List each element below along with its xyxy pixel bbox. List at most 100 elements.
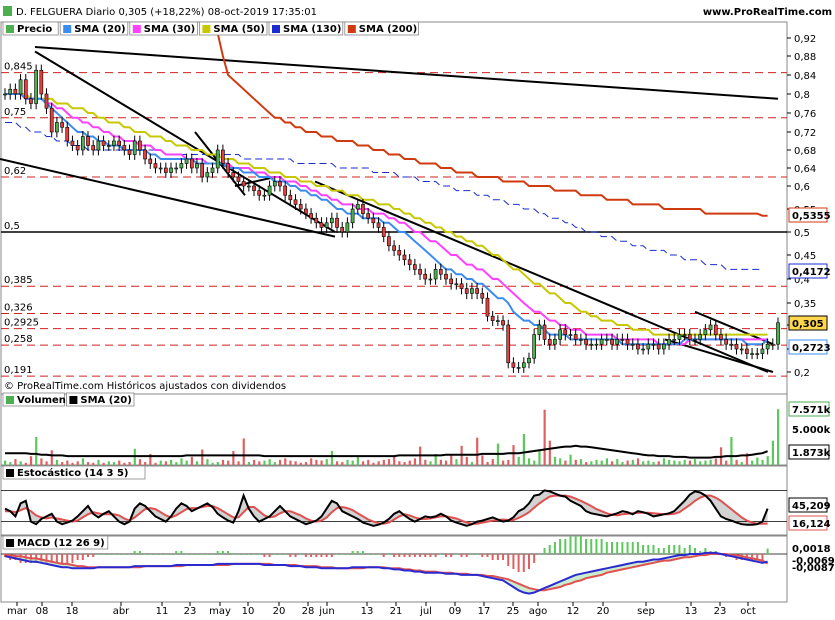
macd-histogram-bar	[579, 536, 582, 554]
volume-bar	[123, 462, 126, 465]
candle	[428, 278, 433, 281]
candle	[169, 167, 173, 173]
x-tick-label: 20	[597, 606, 610, 617]
x-tick-label: 08	[36, 606, 49, 617]
macd-histogram-bar	[149, 554, 152, 555]
candle	[776, 322, 780, 345]
candle	[729, 343, 734, 346]
candle	[23, 79, 28, 100]
volume-bar	[631, 459, 634, 465]
price-tick-label: 0,6	[794, 182, 810, 193]
macd-histogram-bar	[693, 548, 696, 554]
candle	[241, 181, 246, 187]
footer-note: © ProRealTime.com Históricos ajustados c…	[4, 380, 286, 392]
candle	[75, 145, 80, 151]
x-tick-label: 18	[66, 606, 79, 617]
candle	[770, 343, 775, 346]
macd-histogram-bar	[605, 542, 608, 554]
candle	[246, 185, 251, 188]
volume-bar	[668, 459, 671, 465]
macd-line	[4, 551, 768, 595]
macd-histogram-bar	[361, 551, 364, 554]
price-legend-swatch	[202, 25, 211, 33]
trend-line	[0, 158, 336, 238]
volume-bar	[735, 459, 738, 465]
volume-bar	[470, 462, 474, 465]
x-tick-label: abr	[113, 606, 130, 617]
x-tick-label: 23	[714, 606, 727, 617]
volume-bar	[40, 458, 43, 465]
volume-bar	[221, 459, 225, 465]
volume-bar	[725, 460, 728, 465]
volume-bar	[128, 462, 131, 465]
candle	[542, 324, 547, 340]
macd-histogram-bar	[87, 554, 90, 557]
candle	[532, 334, 537, 359]
macd-histogram-bar	[413, 554, 416, 557]
candle	[205, 172, 210, 178]
candle	[698, 334, 703, 340]
volume-bar	[527, 458, 531, 465]
volume-bar	[35, 436, 38, 465]
price-tick-label: 0,5	[794, 228, 810, 239]
site-label: www.ProRealTime.com	[703, 7, 832, 18]
candle	[60, 122, 64, 128]
candle	[221, 149, 225, 164]
macd-histogram-bar	[502, 554, 505, 560]
price-badge-box	[788, 263, 828, 279]
macd-histogram-bar	[211, 554, 214, 555]
macd-histogram-bar	[434, 554, 437, 557]
macd-histogram-bar	[621, 542, 624, 554]
candle	[708, 324, 713, 331]
macd-histogram-bar	[543, 548, 546, 554]
level-label: 0,385	[4, 275, 33, 286]
volume-bar	[564, 460, 567, 465]
macd-legend-label: MACD (12 26 9)	[17, 538, 105, 549]
price-tick-label: 0,92	[794, 34, 816, 45]
volume-bar	[24, 462, 27, 465]
x-tick-label: 25	[507, 606, 520, 617]
candle	[625, 339, 630, 345]
candle	[3, 93, 7, 96]
volume-legend-box	[2, 392, 65, 407]
candle	[547, 339, 552, 345]
candle	[521, 362, 526, 368]
x-tick-label: 13	[361, 606, 374, 617]
volume-bar	[616, 459, 619, 465]
chart-title: D. FELGUERA Diario 0,305 (+18,22%) 08-oc…	[16, 7, 317, 18]
candle	[262, 194, 267, 197]
candle	[184, 158, 189, 164]
macd-histogram-bar	[559, 539, 562, 554]
volume-bar	[600, 460, 603, 465]
volume-bar	[683, 459, 686, 465]
volume-bar	[403, 462, 406, 465]
volume-bar	[548, 440, 551, 465]
candle	[438, 269, 443, 275]
level-label: 0,2925	[4, 318, 39, 329]
candle	[215, 149, 220, 169]
macd-tick-label: -0,0087	[792, 563, 835, 574]
macd-histogram-bar	[325, 554, 328, 557]
macd-histogram-bar	[170, 554, 173, 555]
macd-histogram-bar	[683, 548, 686, 554]
macd-histogram-bar	[429, 554, 432, 557]
candle	[558, 329, 562, 340]
x-tick-label: 12	[567, 606, 580, 617]
macd-histogram-bar	[81, 554, 84, 560]
volume-bar	[693, 459, 697, 465]
volume-bar	[299, 462, 302, 465]
price-badge-box	[788, 339, 828, 355]
price-legend-label: SMA (30)	[144, 24, 195, 35]
candle	[433, 269, 438, 280]
candle	[143, 149, 147, 160]
candle	[18, 79, 23, 95]
macd-histogram-bar	[538, 554, 541, 555]
volume-bar	[579, 459, 583, 465]
macd-histogram-bar	[50, 554, 53, 563]
candle	[381, 227, 386, 237]
volume-bar	[662, 458, 666, 465]
macd-histogram-bar	[647, 545, 650, 554]
macd-histogram-bar	[387, 554, 390, 555]
price-tick-label: 0,76	[794, 109, 816, 120]
volume-bar	[465, 456, 468, 465]
